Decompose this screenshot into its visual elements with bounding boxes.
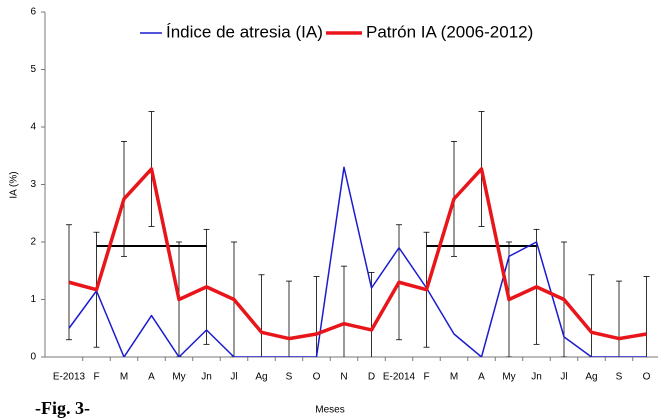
x-tick-label: A	[478, 372, 485, 383]
x-tick-label: E-2013	[53, 372, 86, 383]
x-tick-label: Jn	[201, 372, 212, 383]
x-tick-label: D	[368, 372, 375, 383]
y-tick-label: 0	[30, 352, 36, 363]
y-tick-label: 2	[30, 237, 36, 248]
x-axis-label: Meses	[315, 405, 344, 416]
x-tick-label: F	[93, 372, 99, 383]
x-tick-label: Ag	[585, 372, 597, 383]
series-line	[68, 166, 647, 357]
x-tick-label: E-2014	[383, 372, 416, 383]
plot-area	[66, 111, 650, 357]
x-tick-label: Jn	[531, 372, 542, 383]
x-tick-label: O	[313, 372, 321, 383]
x-tick-label: M	[450, 372, 458, 383]
x-tick-label: S	[286, 372, 293, 383]
x-tick-label: N	[340, 372, 347, 383]
x-tick-label: My	[172, 372, 185, 383]
y-axis-label: IA (%)	[9, 171, 20, 198]
legend-label: Patrón IA (2006-2012)	[366, 22, 533, 41]
x-tick-label: My	[502, 372, 515, 383]
y-tick-label: 1	[30, 294, 36, 305]
x-tick-label: A	[148, 372, 155, 383]
y-tick-label: 4	[30, 122, 36, 133]
y-tick-label: 5	[30, 64, 36, 75]
x-tick-label: M	[120, 372, 128, 383]
x-tick-label: O	[643, 372, 651, 383]
legend-label: Índice de atresia (IA)	[166, 22, 323, 41]
x-tick-label: Jl	[560, 372, 567, 383]
x-tick-label: F	[423, 372, 429, 383]
y-tick-label: 6	[30, 7, 36, 18]
y-tick-label: 3	[30, 179, 36, 190]
series-line	[68, 167, 647, 341]
x-tick-label: S	[616, 372, 623, 383]
caption: -Fig. 3-	[35, 398, 90, 418]
x-tick-label: Ag	[255, 372, 267, 383]
x-tick-label: Jl	[230, 372, 237, 383]
